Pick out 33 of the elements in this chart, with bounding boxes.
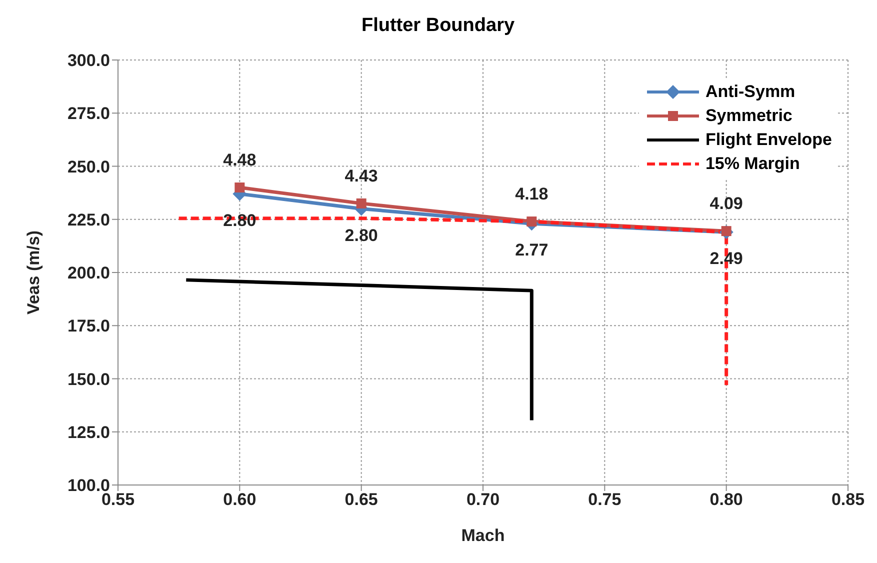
x-tick-label: 0.60 bbox=[223, 490, 256, 510]
x-axis-title: Mach bbox=[461, 526, 505, 545]
x-tick-label: 0.85 bbox=[831, 490, 865, 510]
y-tick-label: 175.0 bbox=[67, 316, 110, 336]
legend-label: 15% Margin bbox=[705, 154, 800, 174]
x-tick-label: 0.80 bbox=[710, 490, 743, 510]
x-tick-label: 0.75 bbox=[588, 490, 622, 510]
line-series bbox=[184, 278, 534, 422]
point bbox=[356, 198, 366, 208]
point bbox=[526, 216, 537, 226]
y-tick-label: 125.0 bbox=[67, 422, 110, 442]
annotation: 4.18 bbox=[515, 184, 548, 204]
annotation: 2.80 bbox=[344, 226, 378, 245]
annotation: 2.49 bbox=[710, 249, 743, 268]
y-axis-title: Veas (m/s) bbox=[24, 230, 44, 315]
annotation: 4.43 bbox=[344, 166, 378, 186]
annotation: 2.77 bbox=[515, 240, 548, 260]
legend-label: Anti-Symm bbox=[705, 82, 796, 102]
x-tick-label: 0.65 bbox=[344, 490, 378, 510]
annotation: 4.48 bbox=[223, 150, 256, 170]
y-tick-label: 275.0 bbox=[67, 104, 110, 124]
y-tick-label: 200.0 bbox=[67, 264, 110, 283]
y-tick-label: 250.0 bbox=[67, 157, 110, 176]
point bbox=[234, 182, 245, 192]
y-tick-label: 150.0 bbox=[67, 370, 110, 389]
y-tick-label: 225.0 bbox=[67, 210, 110, 230]
x-tick-label: 0.70 bbox=[466, 490, 500, 510]
legend-label: Symmetric bbox=[705, 106, 792, 126]
annotation: 4.09 bbox=[710, 194, 743, 214]
chart-title: Flutter Boundary bbox=[360, 14, 516, 38]
x-tick-label: 0.55 bbox=[101, 490, 135, 510]
y-tick-label: 300.0 bbox=[67, 51, 110, 70]
legend-label: Flight Envelope bbox=[705, 130, 832, 150]
